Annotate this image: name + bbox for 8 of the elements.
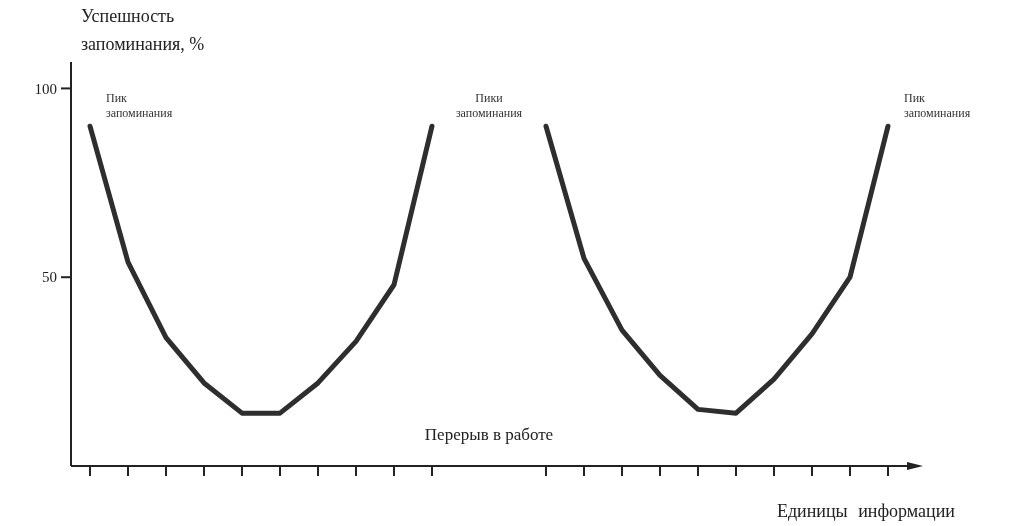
annotation: Пик запоминания — [904, 91, 971, 120]
annotation: Пик запоминания — [106, 91, 173, 120]
x-axis-title: Единицы информации — [776, 501, 956, 521]
annotation: Перерыв в работе — [424, 425, 554, 444]
annotation: Пики запоминания — [455, 91, 523, 120]
y-tick-label: 100 — [34, 80, 57, 97]
y-axis-title: Успешность запоминания, % — [81, 6, 205, 54]
y-tick-label: 50 — [42, 269, 57, 286]
